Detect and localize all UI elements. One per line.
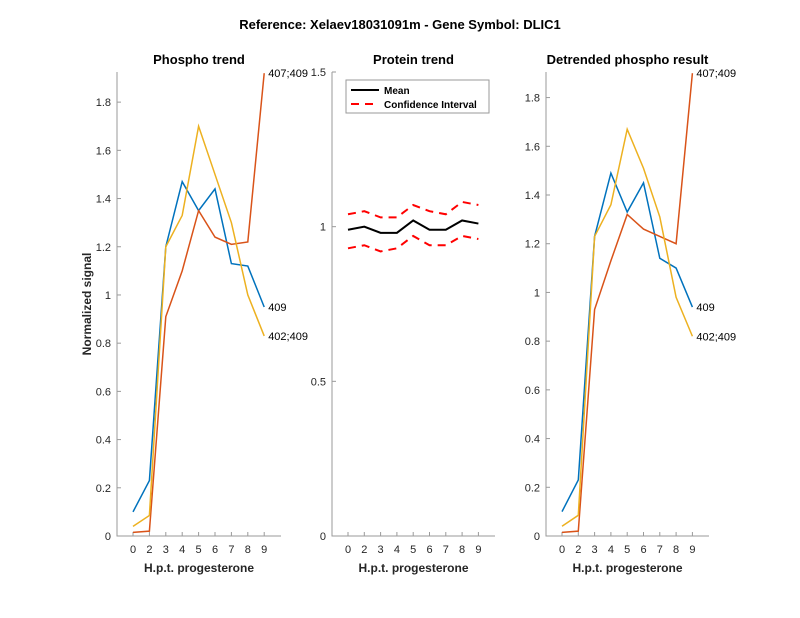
x-tick-label: 0 <box>345 544 351 556</box>
x-tick-label: 3 <box>592 544 598 556</box>
legend-label-mean: Mean <box>384 86 410 97</box>
x-tick-label: 9 <box>261 544 267 556</box>
legend: Mean Confidence Interval <box>345 79 490 114</box>
panel-title: Phospho trend <box>153 52 245 67</box>
axis-lines <box>331 72 495 537</box>
x-tick-label: 0 <box>130 544 136 556</box>
x-tick-label: 9 <box>475 544 481 556</box>
axis-lines <box>545 72 709 537</box>
y-tick-label: 0.5 <box>311 376 326 388</box>
x-tick-label: 2 <box>146 544 152 556</box>
series-end-label: 402;409 <box>268 331 308 343</box>
y-tick-label: 1.6 <box>525 141 540 153</box>
y-tick-label: 1 <box>534 287 540 299</box>
x-axis-label: H.p.t. progesterone <box>572 561 682 575</box>
series-line-402-409 <box>561 126 694 527</box>
panel-detrended-phospho-result: Detrended phospho result 0 0.2 0.4 0.6 0.8 1 1.… <box>525 52 736 575</box>
panel-phospho-trend: Phospho trend 0 0.2 0.4 0.6 0.8 1 1.2 1.4 1.6 1.8 0… <box>80 52 308 575</box>
panel-title: Protein trend <box>373 52 454 67</box>
x-tick-label: 6 <box>212 544 218 556</box>
x-tick-label: 3 <box>378 544 384 556</box>
figure-title: Reference: Xelaev18031091m - Gene Symbol… <box>239 17 561 32</box>
y-tick-label: 0 <box>320 531 326 543</box>
x-tick-label: 5 <box>624 544 630 556</box>
y-tick-label: 1.4 <box>96 194 111 206</box>
y-tick-label: 0.6 <box>96 386 111 398</box>
x-tick-label: 7 <box>443 544 449 556</box>
series-line-confidence-interval-lower <box>347 234 479 253</box>
y-tick-label: 0.4 <box>96 435 111 447</box>
x-tick-label: 9 <box>689 544 695 556</box>
x-tick-label: 7 <box>228 544 234 556</box>
y-tick-label: 1.8 <box>96 97 111 109</box>
series-line-mean <box>347 219 479 234</box>
y-tick-label: 0.2 <box>96 483 111 495</box>
y-tick-label: 1.5 <box>311 67 326 79</box>
panel-title: Detrended phospho result <box>547 52 709 67</box>
y-tick-label: 0.6 <box>525 385 540 397</box>
y-tick-label: 1.6 <box>96 145 111 157</box>
y-tick-label: 1.2 <box>96 242 111 254</box>
legend-label-confidence-interval: Confidence Interval <box>384 100 477 111</box>
x-tick-label: 3 <box>163 544 169 556</box>
axis-lines <box>116 72 281 537</box>
x-tick-label: 6 <box>640 544 646 556</box>
y-tick-label: 1 <box>320 222 326 234</box>
series-line-402-409 <box>132 123 265 527</box>
series-line-confidence-interval-upper <box>347 200 479 219</box>
legend-box <box>345 79 490 114</box>
y-tick-label: 1.2 <box>525 239 540 251</box>
x-tick-label: 7 <box>657 544 663 556</box>
y-tick-label: 0.8 <box>525 336 540 348</box>
y-tick-label: 1 <box>105 290 111 302</box>
y-tick-label: 1.8 <box>525 93 540 105</box>
y-tick-label: 0.2 <box>525 482 540 494</box>
y-tick-label: 0.8 <box>96 338 111 350</box>
series-end-label: 409 <box>268 302 286 314</box>
series-end-label: 402;409 <box>696 331 736 343</box>
x-tick-label: 2 <box>361 544 367 556</box>
y-tick-label: 0 <box>534 531 540 543</box>
x-tick-label: 0 <box>559 544 565 556</box>
x-axis-label: H.p.t. progesterone <box>144 561 254 575</box>
x-tick-label: 6 <box>426 544 432 556</box>
x-tick-label: 8 <box>673 544 679 556</box>
y-tick-label: 0.4 <box>525 434 540 446</box>
x-tick-label: 8 <box>245 544 251 556</box>
x-tick-label: 5 <box>410 544 416 556</box>
x-tick-label: 8 <box>459 544 465 556</box>
x-tick-label: 4 <box>608 544 614 556</box>
y-tick-label: 0 <box>105 531 111 543</box>
x-tick-label: 5 <box>196 544 202 556</box>
x-tick-label: 2 <box>575 544 581 556</box>
x-axis-label: H.p.t. progesterone <box>358 561 468 575</box>
series-end-label: 407;409 <box>268 68 308 80</box>
y-tick-label: 1.4 <box>525 190 540 202</box>
x-tick-label: 4 <box>179 544 185 556</box>
series-end-label: 407;409 <box>696 68 736 80</box>
x-tick-label: 4 <box>394 544 400 556</box>
series-end-label: 409 <box>696 302 714 314</box>
y-axis-label: Normalized signal <box>80 253 94 356</box>
